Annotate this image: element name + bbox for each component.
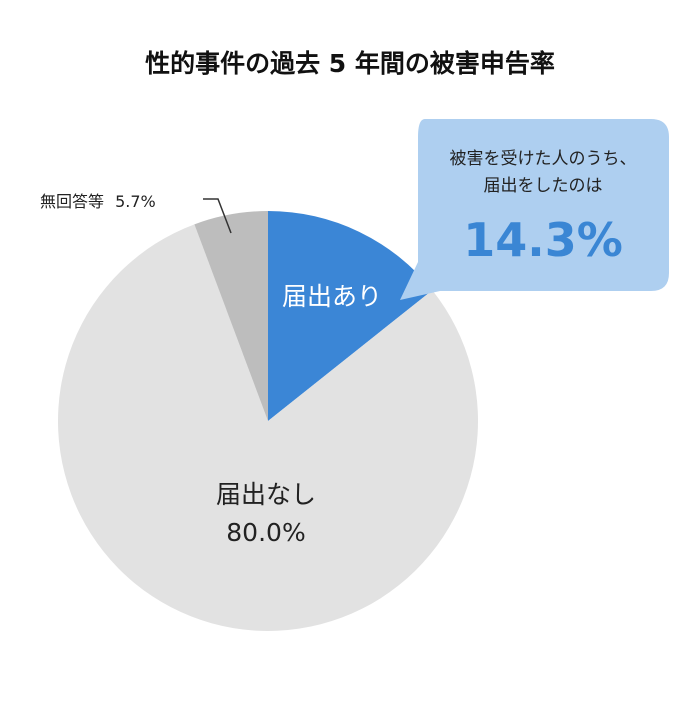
callout-line-2: 届出をしたのは: [484, 176, 603, 196]
leader-line: [203, 198, 232, 234]
pie-slices: [57, 211, 479, 632]
slice-value-not-reported: 80.0%: [226, 518, 305, 547]
chart-title: 性的事件の過去 5 年間の被害申告率: [145, 49, 555, 78]
slice-label-no-answer-name: 無回答等: [40, 192, 104, 211]
slice-value-no-answer: 5.7%: [115, 192, 156, 211]
slice-not-reported: [57, 224, 479, 632]
callout-line-1: 被害を受けた人のうち、: [450, 149, 637, 169]
callout-value: 14.3%: [463, 213, 623, 267]
slice-label-reported: 届出あり: [282, 282, 382, 311]
slice-label-not-reported: 届出なし: [216, 480, 316, 509]
callout-bubble: 被害を受けた人のうち、 届出をしたのは 14.3%: [400, 119, 669, 300]
slice-label-no-answer: 無回答等 5.7%: [40, 192, 156, 211]
callout-background: [400, 119, 669, 300]
slice-no-answer: [194, 211, 268, 421]
slice-reported: [268, 211, 433, 421]
